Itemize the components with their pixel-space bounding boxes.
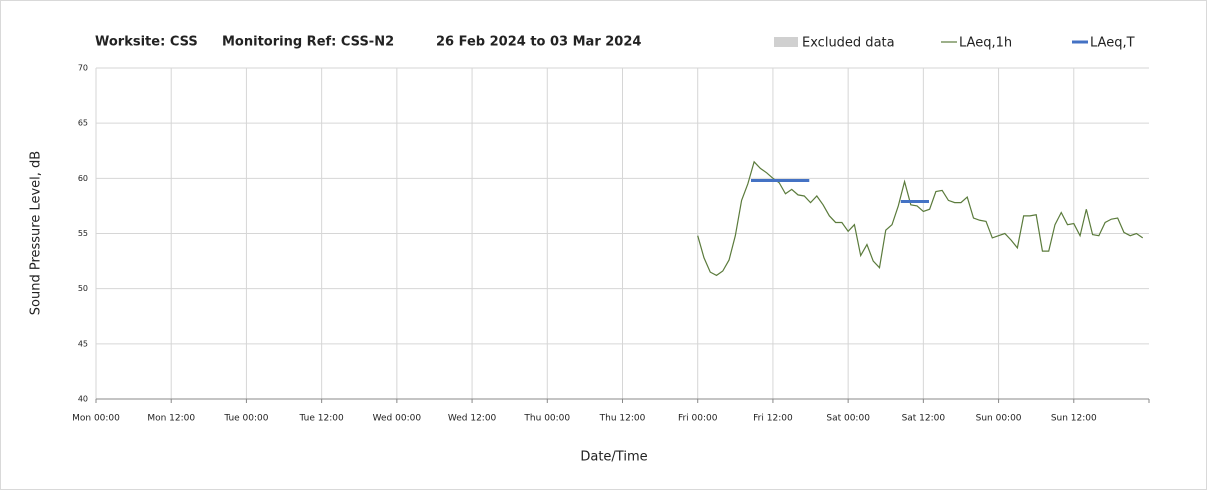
legend-label: LAeq,1h xyxy=(959,36,1012,51)
title: 26 Feb 2024 to 03 Mar 2024 xyxy=(436,35,641,50)
data-line xyxy=(697,160,1144,277)
x-tick-label: Sun 12:00 xyxy=(1051,414,1097,424)
x-tick-label: Tue 00:00 xyxy=(223,414,268,424)
title: Worksite: CSS xyxy=(95,35,198,50)
x-tick-label: Mon 12:00 xyxy=(147,414,195,424)
legend-label: Excluded data xyxy=(802,36,895,51)
x-tick-label: Sat 12:00 xyxy=(902,414,946,424)
y-tick-label: 70 xyxy=(78,64,88,73)
y-tick-label: 65 xyxy=(78,119,88,128)
x-tick-label: Wed 00:00 xyxy=(373,414,422,424)
x-tick-label: Tue 12:00 xyxy=(299,414,344,424)
y-tick-label: 40 xyxy=(78,395,88,404)
y-tick-label: 55 xyxy=(78,229,88,238)
y-tick-label: 60 xyxy=(78,174,88,183)
legend-label: LAeq,T xyxy=(1090,36,1135,51)
x-tick-label: Mon 00:00 xyxy=(72,414,120,424)
x-tick-label: Sun 00:00 xyxy=(976,414,1022,424)
x-axis-label: Date/Time xyxy=(580,450,647,465)
x-tick-label: Fri 12:00 xyxy=(753,414,793,424)
x-tick-label: Fri 00:00 xyxy=(678,414,718,424)
y-tick-label: 45 xyxy=(78,339,88,348)
legend-swatch xyxy=(774,37,798,47)
x-tick-label: Thu 12:00 xyxy=(599,414,646,424)
x-tick-label: Thu 00:00 xyxy=(523,414,570,424)
y-tick-label: 50 xyxy=(78,284,88,293)
title: Monitoring Ref: CSS-N2 xyxy=(222,35,394,50)
x-tick-label: Sat 00:00 xyxy=(826,414,870,424)
x-tick-label: Wed 12:00 xyxy=(448,414,497,424)
y-axis-label: Sound Pressure Level, dB xyxy=(29,151,44,315)
